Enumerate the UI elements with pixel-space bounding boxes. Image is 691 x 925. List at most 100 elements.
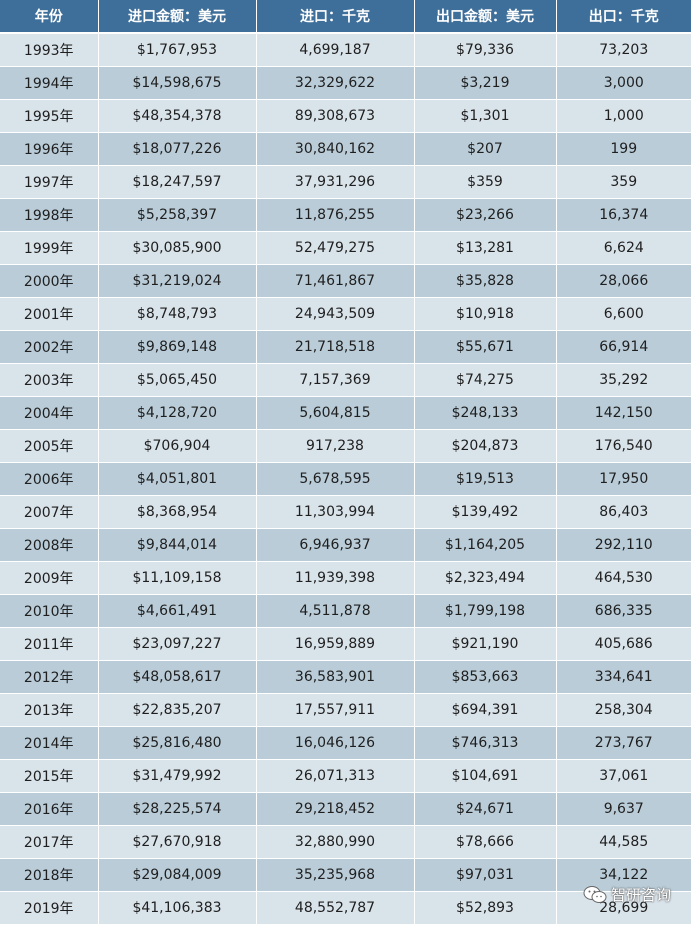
table-row: 2014年 $25,816,480 16,046,126 $746,313 273,76… [0, 726, 691, 760]
cell-import-value: $1,767,953 [98, 33, 257, 67]
cell-export-weight: 176,540 [556, 429, 691, 463]
cell-import-value: $4,128,720 [98, 396, 257, 430]
cell-import-weight: 32,880,990 [256, 825, 415, 859]
cell-export-weight: 17,950 [556, 462, 691, 496]
cell-import-weight: 48,552,787 [256, 891, 415, 925]
table-row: 2015年 $31,479,992 26,071,313 $104,691 37,061 [0, 759, 691, 793]
table-row: 2005年 $706,904 917,238 $204,873 176,540 [0, 429, 691, 463]
cell-export-weight: 3,000 [556, 66, 691, 100]
cell-export-value: $3,219 [414, 66, 557, 100]
cell-import-value: $11,109,158 [98, 561, 257, 595]
table-row: 1998年 $5,258,397 11,876,255 $23,266 16,374 [0, 198, 691, 232]
cell-year: 1995年 [0, 99, 99, 133]
cell-year: 2013年 [0, 693, 99, 727]
cell-year: 1999年 [0, 231, 99, 265]
cell-export-weight: 86,403 [556, 495, 691, 529]
cell-export-value: $853,663 [414, 660, 557, 694]
cell-import-weight: 11,876,255 [256, 198, 415, 232]
table-row: 2010年 $4,661,491 4,511,878 $1,799,198 686,33… [0, 594, 691, 628]
table-row: 1996年 $18,077,226 30,840,162 $207 199 [0, 132, 691, 166]
cell-export-value: $13,281 [414, 231, 557, 265]
table-body: 1993年 $1,767,953 4,699,187 $79,336 73,203 199… [0, 33, 691, 925]
table-row: 2011年 $23,097,227 16,959,889 $921,190 405,68… [0, 627, 691, 661]
cell-import-weight: 36,583,901 [256, 660, 415, 694]
cell-import-weight: 21,718,518 [256, 330, 415, 364]
cell-export-weight: 334,641 [556, 660, 691, 694]
table-row: 2009年 $11,109,158 11,939,398 $2,323,494 464,… [0, 561, 691, 595]
cell-import-value: $41,106,383 [98, 891, 257, 925]
cell-export-value: $1,799,198 [414, 594, 557, 628]
cell-import-value: $29,084,009 [98, 858, 257, 892]
cell-export-weight: 66,914 [556, 330, 691, 364]
cell-import-value: $8,368,954 [98, 495, 257, 529]
cell-export-value: $24,671 [414, 792, 557, 826]
cell-year: 1994年 [0, 66, 99, 100]
cell-year: 1993年 [0, 33, 99, 67]
cell-import-weight: 52,479,275 [256, 231, 415, 265]
cell-import-value: $18,077,226 [98, 132, 257, 166]
watermark: 智研咨询 [583, 884, 671, 905]
cell-export-weight: 28,699 [556, 891, 691, 925]
cell-import-weight: 5,678,595 [256, 462, 415, 496]
cell-export-value: $248,133 [414, 396, 557, 430]
cell-import-weight: 35,235,968 [256, 858, 415, 892]
cell-year: 2009年 [0, 561, 99, 595]
cell-import-value: $9,869,148 [98, 330, 257, 364]
cell-year: 1996年 [0, 132, 99, 166]
table-row: 2013年 $22,835,207 17,557,911 $694,391 258,30… [0, 693, 691, 727]
cell-export-value: $10,918 [414, 297, 557, 331]
cell-import-value: $48,354,378 [98, 99, 257, 133]
table-row: 2016年 $28,225,574 29,218,452 $24,671 9,637 [0, 792, 691, 826]
wechat-icon [583, 885, 607, 905]
table-row: 2019年 $41,106,383 48,552,787 $52,893 28,699 [0, 891, 691, 925]
cell-export-weight: 273,767 [556, 726, 691, 760]
table-row: 2004年 $4,128,720 5,604,815 $248,133 142,150 [0, 396, 691, 430]
cell-import-value: $4,051,801 [98, 462, 257, 496]
column-header-import-value: 进口金额：美元 [98, 0, 257, 34]
cell-import-weight: 11,303,994 [256, 495, 415, 529]
cell-import-weight: 89,308,673 [256, 99, 415, 133]
cell-import-weight: 16,959,889 [256, 627, 415, 661]
cell-export-value: $74,275 [414, 363, 557, 397]
cell-export-weight: 199 [556, 132, 691, 166]
table-row: 1994年 $14,598,675 32,329,622 $3,219 3,000 [0, 66, 691, 100]
cell-export-weight: 37,061 [556, 759, 691, 793]
cell-import-value: $706,904 [98, 429, 257, 463]
cell-year: 2008年 [0, 528, 99, 562]
cell-import-weight: 4,699,187 [256, 33, 415, 67]
cell-year: 2018年 [0, 858, 99, 892]
table-row: 2018年 $29,084,009 35,235,968 $97,031 34,122 [0, 858, 691, 892]
table-row: 2002年 $9,869,148 21,718,518 $55,671 66,914 [0, 330, 691, 364]
cell-export-weight: 258,304 [556, 693, 691, 727]
cell-year: 2012年 [0, 660, 99, 694]
cell-year: 2007年 [0, 495, 99, 529]
cell-year: 2002年 [0, 330, 99, 364]
cell-export-weight: 28,066 [556, 264, 691, 298]
cell-export-value: $23,266 [414, 198, 557, 232]
cell-import-value: $27,670,918 [98, 825, 257, 859]
cell-export-value: $694,391 [414, 693, 557, 727]
cell-export-value: $207 [414, 132, 557, 166]
cell-export-value: $2,323,494 [414, 561, 557, 595]
table-row: 2000年 $31,219,024 71,461,867 $35,828 28,066 [0, 264, 691, 298]
cell-export-weight: 6,624 [556, 231, 691, 265]
cell-export-value: $55,671 [414, 330, 557, 364]
cell-import-value: $5,065,450 [98, 363, 257, 397]
cell-import-weight: 17,557,911 [256, 693, 415, 727]
table-row: 1995年 $48,354,378 89,308,673 $1,301 1,000 [0, 99, 691, 133]
cell-import-value: $9,844,014 [98, 528, 257, 562]
cell-export-value: $35,828 [414, 264, 557, 298]
cell-import-value: $28,225,574 [98, 792, 257, 826]
column-header-year: 年份 [0, 0, 99, 34]
cell-import-weight: 4,511,878 [256, 594, 415, 628]
cell-export-weight: 44,585 [556, 825, 691, 859]
cell-import-weight: 71,461,867 [256, 264, 415, 298]
cell-export-value: $78,666 [414, 825, 557, 859]
cell-year: 1998年 [0, 198, 99, 232]
cell-year: 2005年 [0, 429, 99, 463]
cell-import-value: $23,097,227 [98, 627, 257, 661]
cell-export-weight: 686,335 [556, 594, 691, 628]
cell-import-weight: 24,943,509 [256, 297, 415, 331]
cell-year: 2003年 [0, 363, 99, 397]
